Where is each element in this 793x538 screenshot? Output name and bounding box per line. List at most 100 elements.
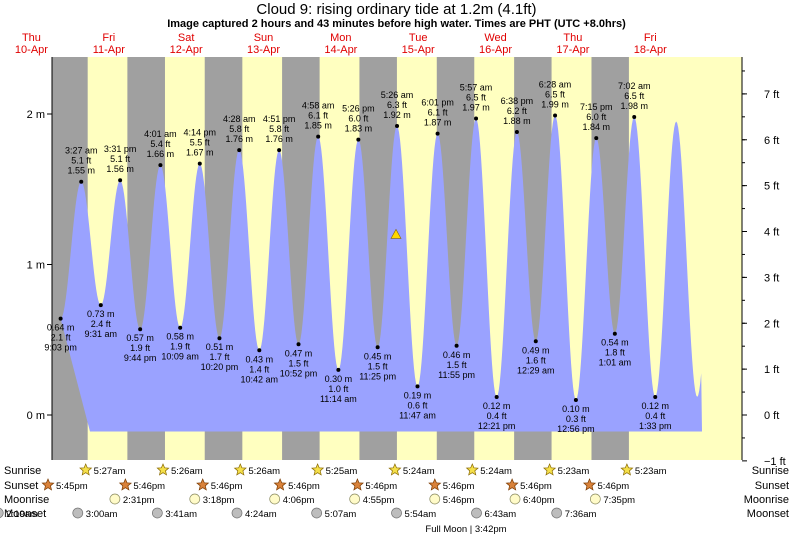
high-tide-time: 5:57 am (460, 83, 493, 93)
low-tide-ft: 1.9 ft (130, 343, 151, 353)
high-tide-point (197, 161, 202, 166)
sunset-icon (350, 478, 364, 491)
moonrise-time: 3:18pm (203, 495, 235, 506)
sunrise-icon (311, 463, 325, 476)
sunrise-time: 5:25am (326, 466, 358, 477)
y2-tick-label-ft: 7 ft (764, 89, 779, 101)
low-tide-m: 0.49 m (522, 345, 550, 355)
sunset-time: 5:46pm (520, 481, 552, 492)
sunrise-icon (79, 463, 93, 476)
day-of-week-label: Fri (644, 32, 657, 44)
sunrise-icon (388, 463, 402, 476)
sunset-time: 5:46pm (443, 481, 475, 492)
moonset-time: 5:07am (325, 509, 357, 520)
y2-tick-label-ft: 4 ft (764, 227, 779, 239)
low-tide-time: 9:03 pm (44, 343, 77, 353)
date-label: 13-Apr (247, 44, 280, 56)
sunset-time: 5:46pm (211, 481, 243, 492)
high-tide-m: 1.76 m (225, 134, 253, 144)
high-tide-time: 3:27 am (65, 146, 98, 156)
moonrise-icon (349, 493, 361, 505)
date-label: 16-Apr (479, 44, 512, 56)
low-tide-ft: 0.4 ft (487, 411, 508, 421)
sunrise-icon (156, 463, 170, 476)
chart-title: Cloud 9: rising ordinary tide at 1.2m (4… (256, 1, 536, 18)
low-tide-m: 0.12 m (641, 401, 669, 411)
sunrise-time: 5:24am (403, 466, 435, 477)
day-of-week-label: Mon (330, 32, 351, 44)
moonrise-time: 7:35pm (603, 495, 635, 506)
sunrise-row-label-left: Sunrise (4, 465, 41, 477)
day-of-week-label: Tue (409, 32, 428, 44)
high-tide-ft: 6.5 ft (624, 91, 645, 101)
low-tide-m: 0.54 m (601, 338, 629, 348)
low-tide-point (612, 331, 617, 336)
sunrise-time: 5:26am (171, 466, 203, 477)
high-tide-time: 5:26 pm (342, 104, 375, 114)
low-tide-time: 11:25 pm (359, 371, 396, 381)
moonrise-icon (269, 493, 281, 505)
high-tide-time: 6:28 am (539, 80, 572, 90)
moonset-icon (151, 507, 163, 519)
low-tide-point (494, 394, 499, 399)
low-tide-point (653, 394, 658, 399)
low-tide-ft: 1.6 ft (526, 355, 547, 365)
moonset-time: 5:54am (405, 509, 437, 520)
tide-area (60, 115, 703, 432)
sunset-icon (273, 478, 287, 491)
moonset-icon (551, 507, 563, 519)
high-tide-ft: 6.5 ft (466, 93, 487, 103)
moonrise-icon (189, 493, 201, 505)
low-tide-m: 0.45 m (364, 351, 392, 361)
low-tide-m: 0.51 m (206, 342, 234, 352)
sunset-icon (582, 478, 597, 491)
high-tide-ft: 6.1 ft (428, 108, 449, 118)
moonrise-icon (109, 493, 121, 505)
low-tide-ft: 1.5 ft (289, 358, 310, 368)
high-tide-time: 6:01 pm (421, 98, 454, 108)
low-tide-point (296, 342, 301, 347)
high-tide-m: 1.88 m (503, 116, 531, 126)
day-of-week-label: Thu (563, 32, 582, 44)
sunset-time: 5:46pm (133, 481, 165, 492)
high-tide-m: 1.85 m (304, 121, 332, 131)
moonrise-icon (509, 493, 521, 505)
moonset-time: 3:00am (86, 509, 118, 520)
y2-tick-label-ft: 0 ft (764, 410, 779, 422)
high-tide-point (632, 115, 637, 120)
sunset-time: 5:46pm (365, 481, 397, 492)
date-label: 15-Apr (402, 44, 435, 56)
sunset-row-label-left: Sunset (4, 480, 38, 492)
high-tide-point (316, 134, 321, 139)
low-tide-ft: 1.0 ft (328, 384, 349, 394)
high-tide-time: 7:02 am (618, 81, 651, 91)
y2-tick-label-ft: 5 ft (764, 181, 779, 193)
low-tide-point (415, 384, 420, 389)
sunset-icon (428, 478, 442, 491)
low-tide-ft: 1.8 ft (605, 348, 626, 358)
high-tide-time: 4:58 am (302, 101, 335, 111)
high-tide-time: 6:38 pm (501, 96, 534, 106)
low-tide-time: 12:56 pm (557, 424, 595, 434)
high-tide-ft: 6.1 ft (308, 111, 329, 121)
low-tide-m: 0.43 m (246, 354, 274, 364)
sunset-time: 5:45pm (56, 481, 88, 492)
low-tide-time: 12:29 am (517, 365, 555, 375)
high-tide-point (79, 179, 84, 184)
sunrise-icon (465, 463, 479, 476)
moonrise-time: 5:46pm (443, 495, 475, 506)
moonrise-time: 2:31pm (123, 495, 155, 506)
low-tide-ft: 0.6 ft (407, 400, 428, 410)
moonrise-time: 6:40pm (523, 495, 555, 506)
y2-tick-label-ft: 6 ft (764, 135, 779, 147)
date-label: 10-Apr (15, 44, 48, 56)
low-tide-ft: 1.7 ft (209, 352, 230, 362)
day-of-week-label: Sun (254, 32, 274, 44)
low-tide-time: 1:33 pm (639, 421, 672, 431)
low-tide-time: 11:14 am (320, 394, 357, 404)
low-tide-time: 12:21 pm (478, 421, 516, 431)
moonrise-row-label-left: Moonrise (4, 494, 49, 506)
high-tide-m: 1.84 m (583, 122, 611, 132)
high-tide-m: 1.67 m (186, 148, 214, 158)
high-tide-point (118, 178, 123, 183)
